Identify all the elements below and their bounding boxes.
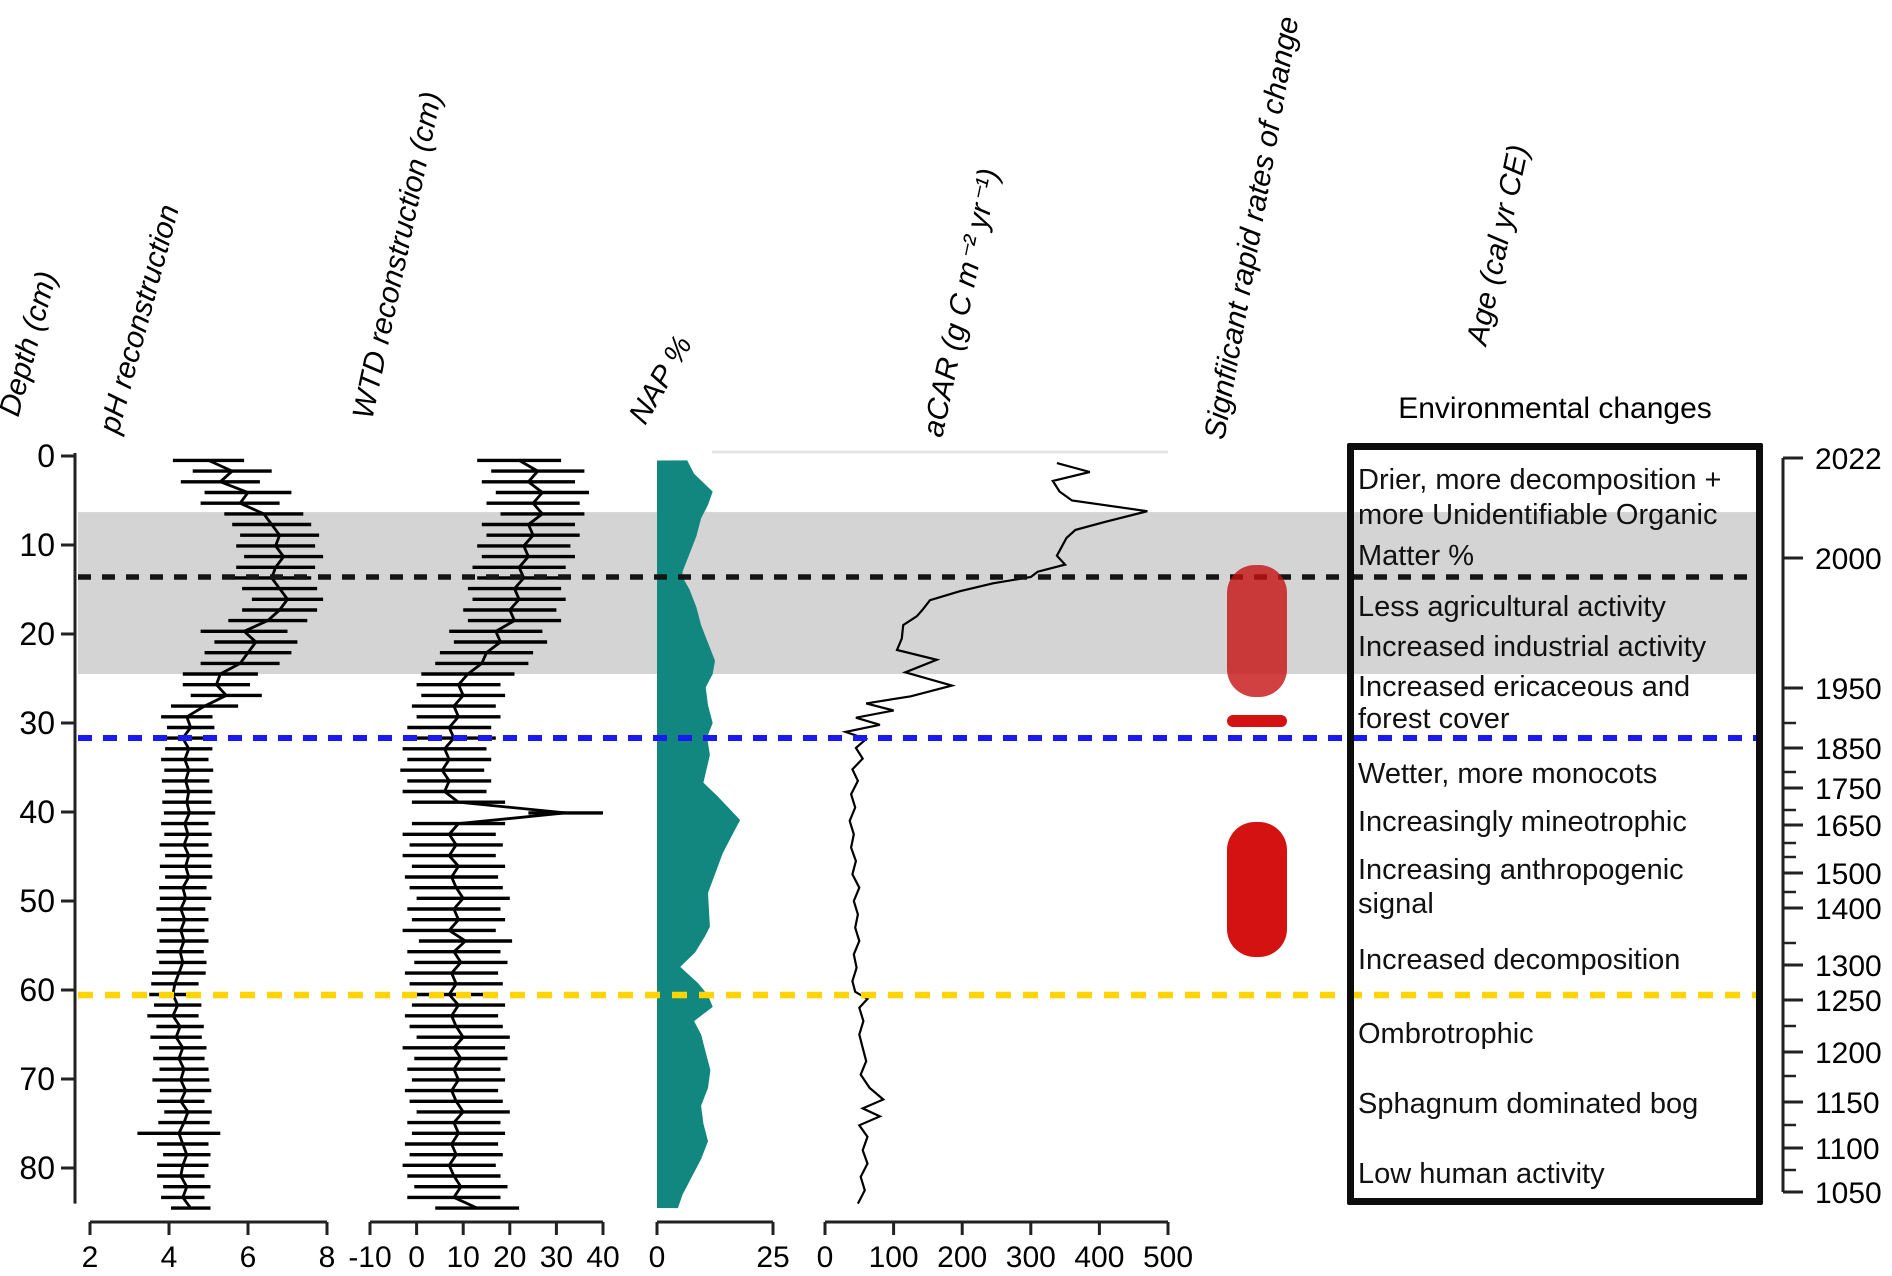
acar-curve xyxy=(841,462,1148,1205)
age-tick-label: 1850 xyxy=(1815,733,1882,766)
age-tick-label: 1650 xyxy=(1815,810,1882,843)
env-change-label: Increasing anthropogenic xyxy=(1358,854,1684,886)
ph-panel: 2 4 6 8 xyxy=(82,458,336,1274)
age-tick-label: 1250 xyxy=(1815,985,1882,1018)
depth-tick-label: 60 xyxy=(19,972,55,1008)
env-change-label: Low human activity xyxy=(1358,1158,1605,1190)
age-tick-label: 1050 xyxy=(1815,1177,1882,1210)
wtd-x-tick-label: 30 xyxy=(540,1241,573,1274)
env-change-label: more Unidentifiable Organic xyxy=(1358,499,1718,531)
ph-x-tick-label: 4 xyxy=(161,1241,178,1274)
rapid-change-blob xyxy=(1227,565,1287,697)
wtd-x-tick-label: 20 xyxy=(493,1241,526,1274)
wtd-panel: -10 0 10 20 30 40 xyxy=(348,458,620,1274)
ph-curve xyxy=(171,459,290,1209)
depth-tick-label: 30 xyxy=(19,705,55,741)
age-tick-label: 1750 xyxy=(1815,773,1882,806)
wtd-x-tick-label: -10 xyxy=(348,1241,391,1274)
acar-x-tick-label: 400 xyxy=(1074,1241,1124,1274)
env-change-label: Drier, more decomposition + xyxy=(1358,464,1722,496)
env-change-label: forest cover xyxy=(1358,703,1510,735)
ph-x-tick-label: 2 xyxy=(82,1241,99,1274)
wtd-x-tick-label: 0 xyxy=(408,1241,425,1274)
rapid-change-blob xyxy=(1227,822,1287,957)
age-tick-label: 1400 xyxy=(1815,893,1882,926)
environmental-changes-title: Environmental changes xyxy=(1398,392,1712,425)
age-tick-label: 1200 xyxy=(1815,1037,1882,1070)
depth-axis: 0 10 20 30 40 50 60 70 80 xyxy=(19,438,77,1204)
nap-x-tick-label: 0 xyxy=(649,1241,666,1274)
env-change-label: Less agricultural activity xyxy=(1358,591,1666,623)
age-tick-label: 1100 xyxy=(1815,1133,1880,1166)
depth-tick-label: 40 xyxy=(19,794,55,830)
depth-tick-label: 70 xyxy=(19,1061,55,1097)
acar-x-tick-label: 500 xyxy=(1143,1241,1193,1274)
depth-tick-label: 0 xyxy=(37,438,55,474)
env-change-label: Increased decomposition xyxy=(1358,944,1681,976)
wtd-curve xyxy=(440,459,566,1210)
env-change-label: Sphagnum dominated bog xyxy=(1358,1088,1699,1120)
depth-tick-label: 50 xyxy=(19,883,55,919)
rapid-change-blobs xyxy=(1227,565,1287,957)
depth-tick-label: 20 xyxy=(19,616,55,652)
rapid-change-blob xyxy=(1227,715,1287,727)
nap-x-axis: 0 25 xyxy=(649,1220,790,1274)
acar-x-tick-label: 300 xyxy=(1006,1241,1056,1274)
wtd-x-tick-label: 40 xyxy=(586,1241,619,1274)
env-change-label: Matter % xyxy=(1358,540,1475,572)
acar-x-tick-label: 200 xyxy=(937,1241,987,1274)
nap-panel: 0 25 xyxy=(649,460,790,1274)
acar-panel: 0 100 200 300 400 500 xyxy=(817,462,1193,1274)
environmental-changes-box xyxy=(1347,443,1763,1205)
env-change-label: Ombrotrophic xyxy=(1358,1018,1534,1050)
gray-correlation-band xyxy=(78,512,1757,675)
env-change-label: Increasingly mineotrophic xyxy=(1358,806,1687,838)
age-tick-label: 2000 xyxy=(1815,543,1882,576)
ph-x-axis: 2 4 6 8 xyxy=(82,1220,336,1274)
age-tick-label: 1300 xyxy=(1815,950,1882,983)
acar-x-axis: 0 100 200 300 400 500 xyxy=(817,1220,1193,1274)
acar-x-tick-label: 100 xyxy=(869,1241,919,1274)
age-tick-label: 1500 xyxy=(1815,858,1882,891)
depth-tick-label: 80 xyxy=(19,1150,55,1186)
ph-x-tick-label: 6 xyxy=(240,1241,257,1274)
depth-tick-label: 10 xyxy=(19,527,55,563)
age-tick-label: 1950 xyxy=(1815,673,1882,706)
env-change-label: signal xyxy=(1358,888,1434,920)
ph-x-tick-label: 8 xyxy=(319,1241,336,1274)
acar-x-tick-label: 0 xyxy=(817,1241,834,1274)
wtd-x-tick-label: 10 xyxy=(447,1241,480,1274)
wtd-x-axis: -10 0 10 20 30 40 xyxy=(348,1220,620,1274)
nap-x-tick-label: 25 xyxy=(756,1241,789,1274)
env-change-label: Increased ericaceous and xyxy=(1358,671,1691,703)
env-change-label: Wetter, more monocots xyxy=(1358,758,1658,790)
age-tick-label: 2022 xyxy=(1815,443,1882,476)
nap-area xyxy=(657,460,741,1209)
env-change-label: Increased industrial activity xyxy=(1358,631,1707,663)
age-tick-label: 1150 xyxy=(1815,1087,1880,1120)
